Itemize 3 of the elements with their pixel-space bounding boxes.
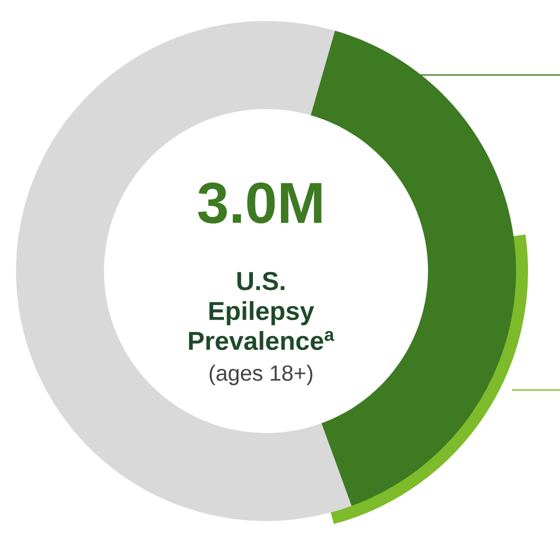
- text: U.S. Epilepsy Prevalence$^{a}$: [189, 272, 334, 350]
- text: (ages 18+): [210, 364, 312, 386]
- text: 3.0M: [198, 182, 322, 224]
